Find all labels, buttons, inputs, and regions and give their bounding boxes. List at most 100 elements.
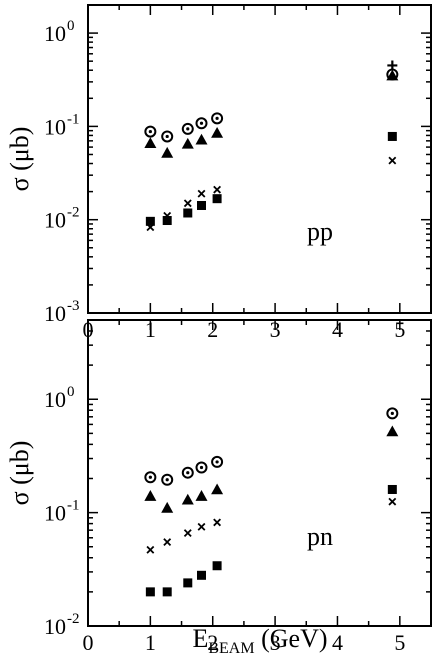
data-point-triangle [161, 501, 174, 513]
data-point-triangle [386, 425, 399, 437]
data-point-circle-dot-center [215, 116, 219, 120]
series-circle-dot [144, 407, 399, 486]
data-point-circle-dot-center [390, 411, 394, 416]
series-triangle [144, 425, 399, 513]
data-point-circle-dot-center [199, 121, 204, 125]
y-tick-exponent: 0 [67, 18, 75, 34]
data-point-triangle [144, 490, 157, 501]
data-point-square [197, 200, 207, 210]
data-point-triangle [181, 137, 194, 149]
data-point-square [162, 216, 172, 226]
data-point-square [197, 570, 207, 580]
data-point-circle-dot [144, 471, 157, 484]
data-point-circle-dot-center [148, 475, 152, 479]
y-tick-exponent: -2 [67, 205, 80, 221]
data-point-circle-dot [195, 117, 208, 130]
data-point-cross [146, 223, 155, 232]
y-tick-exponent: -3 [67, 298, 80, 314]
data-point-triangle [195, 133, 208, 145]
plot-frame [87, 4, 432, 314]
x-tick-label: 1 [145, 630, 156, 654]
data-point-cross [388, 156, 397, 165]
data-point-circle-dot [195, 461, 208, 474]
data-point-cross [163, 538, 172, 546]
series-square [145, 484, 397, 597]
data-point-square [387, 484, 397, 494]
y-axis-title: σ (μb) [5, 127, 34, 192]
series-cross [146, 497, 397, 554]
data-point-circle-dot [386, 407, 399, 420]
data-point-plus [387, 60, 398, 71]
data-point-square [145, 587, 155, 597]
data-point-cross [183, 199, 192, 208]
data-point-circle-dot [181, 466, 194, 479]
x-tick-label: 2 [207, 630, 218, 654]
y-tick-label: 10 [44, 208, 66, 233]
data-point-square [162, 587, 172, 597]
data-point-square [212, 561, 222, 571]
x-axis-title: EBEAM (GeV) [192, 624, 327, 654]
data-point-triangle [386, 69, 399, 81]
data-point-square [387, 131, 397, 141]
data-point-circle-dot-center [186, 471, 190, 475]
data-point-triangle [144, 137, 157, 149]
data-point-circle-dot [211, 112, 224, 125]
data-point-cross [213, 518, 222, 527]
y-tick-exponent: 0 [67, 384, 75, 400]
data-point-triangle [211, 483, 224, 495]
series-cross [146, 156, 397, 232]
series-triangle [144, 69, 399, 158]
data-point-cross [388, 497, 397, 506]
y-axis-title: σ (μb) [5, 441, 34, 506]
data-point-circle-dot [161, 473, 174, 486]
data-point-cross [163, 211, 172, 220]
x-tick-label: 0 [83, 630, 94, 654]
y-tick-exponent: -1 [67, 498, 80, 514]
data-point-circle-dot-center [165, 134, 169, 139]
data-point-circle-dot [211, 455, 224, 468]
x-tick-label: 5 [394, 630, 405, 654]
y-tick-exponent: -1 [67, 111, 80, 127]
series-square [145, 131, 397, 226]
data-point-circle-dot [181, 122, 194, 135]
data-point-square [212, 194, 222, 204]
data-point-circle-dot-center [186, 127, 190, 131]
data-point-circle-dot-center [199, 465, 204, 470]
series-plus [387, 60, 398, 71]
data-point-circle-dot-center [165, 478, 169, 482]
data-point-square [183, 208, 193, 218]
data-point-circle-dot-center [148, 129, 152, 134]
x-axis-title-subscript: BEAM [208, 640, 254, 654]
y-tick-label: 10 [44, 21, 66, 46]
y-tick-label: 10 [44, 614, 66, 639]
y-tick-label: 10 [44, 501, 66, 526]
x-tick-label: 3 [270, 630, 281, 654]
data-point-triangle [181, 493, 194, 505]
data-point-cross [146, 545, 155, 554]
data-point-triangle [211, 126, 224, 138]
y-tick-label: 10 [44, 387, 66, 412]
panel-label: pp [307, 217, 333, 246]
x-axis-title-main: E [192, 624, 208, 653]
data-point-triangle [161, 146, 174, 158]
data-point-triangle [195, 490, 208, 501]
y-tick-label: 10 [44, 114, 66, 139]
data-point-cross [197, 189, 206, 198]
data-point-cross [213, 185, 222, 194]
data-point-cross [183, 529, 192, 538]
y-tick-label: 10 [44, 301, 66, 326]
data-point-cross [197, 522, 206, 531]
x-axis-title-unit: (GeV) [255, 624, 328, 653]
data-point-circle-dot [144, 125, 157, 138]
y-tick-exponent: -2 [67, 611, 80, 627]
x-tick-label: 4 [332, 630, 343, 654]
data-point-square [145, 216, 155, 226]
data-point-circle-dot-center [215, 460, 219, 464]
series-circle-dot [144, 68, 399, 143]
panel-label: pn [307, 522, 333, 551]
data-point-square [183, 578, 193, 588]
plot-frame [87, 319, 432, 627]
